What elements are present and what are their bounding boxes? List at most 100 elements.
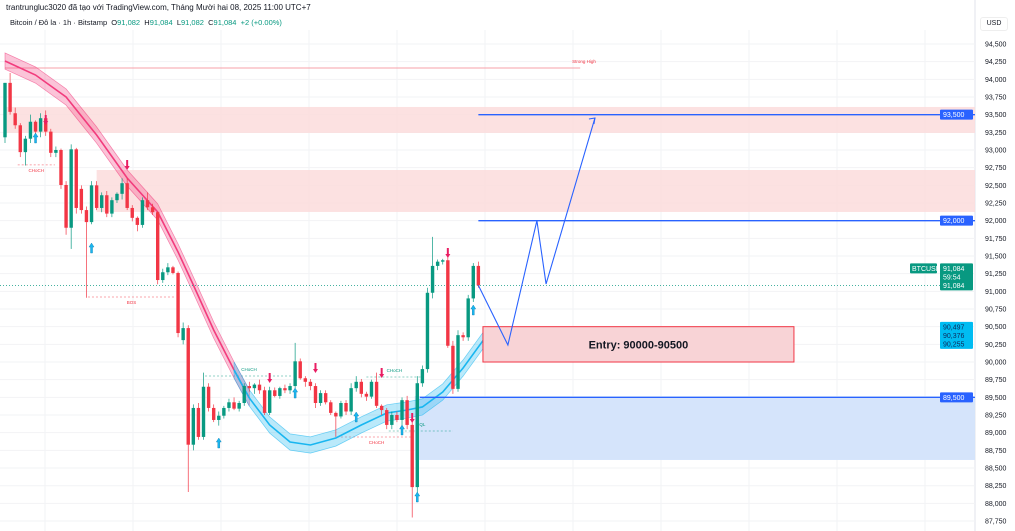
buy-arrow-icon xyxy=(399,424,405,436)
candle-body xyxy=(461,335,465,338)
candle-body xyxy=(318,393,323,404)
candle-body xyxy=(242,386,246,404)
buy-arrow-icon xyxy=(215,437,222,449)
candle-body xyxy=(451,345,455,389)
candle-body xyxy=(18,125,22,153)
candle-body xyxy=(79,188,84,211)
candle-body xyxy=(74,149,78,208)
candle-body xyxy=(110,200,114,214)
axis-tick-label: 89,000 xyxy=(985,430,1007,437)
candle-body xyxy=(64,184,68,228)
structure-label: CHoCH xyxy=(369,440,385,445)
axis-tick-label: 88,250 xyxy=(985,483,1007,490)
candle-body xyxy=(150,207,155,213)
candle-body xyxy=(364,393,369,397)
open-value: 91,082 xyxy=(117,18,141,27)
candle-body xyxy=(390,415,394,425)
level-price-badge-text: 92,000 xyxy=(943,218,965,225)
sell-arrow-icon xyxy=(267,372,273,383)
candle-body xyxy=(298,361,302,379)
buy-arrow-icon xyxy=(353,411,360,423)
axis-tick-label: 93,750 xyxy=(985,95,1007,102)
candle-body xyxy=(191,407,196,445)
demand-zone xyxy=(414,396,975,460)
candle-body xyxy=(23,138,28,153)
candle-body xyxy=(237,403,241,409)
candle-body xyxy=(267,390,272,413)
currency-button[interactable]: USD xyxy=(980,17,1008,31)
candle-body xyxy=(262,390,267,413)
candle-body xyxy=(186,328,190,445)
candle-body xyxy=(3,82,7,138)
candle-body xyxy=(339,403,343,417)
structure-label: BOS xyxy=(127,300,137,305)
candle-body xyxy=(379,405,384,411)
buy-arrow-icon xyxy=(292,387,298,399)
candle-body xyxy=(400,400,404,420)
axis-tick-label: 90,000 xyxy=(985,360,1007,367)
candle-body xyxy=(135,217,140,225)
candle-body xyxy=(206,386,211,408)
candle-body xyxy=(227,402,231,408)
candle-body xyxy=(354,381,358,389)
candle-body xyxy=(156,212,160,281)
level-price-badge xyxy=(940,215,973,226)
symbol-badge-text: BTCUSD xyxy=(912,266,941,273)
candle-body xyxy=(181,328,185,341)
candle-body xyxy=(385,410,389,425)
candle-body xyxy=(471,265,475,299)
projection-path xyxy=(477,117,596,347)
low-value: 91,082 xyxy=(180,18,204,27)
axis-tick-label: 89,250 xyxy=(985,413,1007,420)
candle-body xyxy=(115,193,119,201)
candle-body xyxy=(38,118,43,132)
candle-body xyxy=(283,388,287,391)
candle-body xyxy=(145,200,150,208)
buy-arrow-icon xyxy=(88,242,95,254)
candle-body xyxy=(120,183,124,194)
candle-body xyxy=(313,386,318,404)
axis-tick-label: 91,250 xyxy=(985,271,1007,278)
structure-label: CHoCH xyxy=(241,367,257,372)
axis-tick-label: 93,000 xyxy=(985,148,1007,155)
high-value: 91,084 xyxy=(149,18,173,27)
candle-body xyxy=(247,386,252,389)
band-value-text: 90,376 xyxy=(943,333,965,340)
axis-tick-label: 92,000 xyxy=(985,218,1007,225)
symbol-line: Bitcoin / Đô la · 1h · Bitstamp xyxy=(10,18,108,27)
candle-body xyxy=(405,400,409,425)
axis-tick-label: 89,750 xyxy=(985,377,1007,384)
candle-body xyxy=(288,386,292,391)
candle-body xyxy=(420,369,425,384)
candle-body xyxy=(201,386,206,437)
last-price-badge xyxy=(940,263,973,291)
candle-body xyxy=(303,378,308,382)
candle-body xyxy=(334,412,338,417)
candle-body xyxy=(196,407,201,437)
axis-tick-label: 89,500 xyxy=(985,395,1007,402)
candle-body xyxy=(125,183,129,208)
candle-body xyxy=(100,195,104,208)
candle-body xyxy=(329,402,333,413)
candle-body xyxy=(222,407,226,416)
candle-body xyxy=(476,265,481,286)
entry-zone-box xyxy=(482,326,795,363)
sell-arrow-icon xyxy=(379,367,385,378)
axis-tick-label: 93,250 xyxy=(985,130,1007,137)
candle-body xyxy=(49,131,53,153)
axis-tick-label: 88,750 xyxy=(985,448,1007,455)
candle-body xyxy=(359,381,363,394)
candle-body xyxy=(425,292,430,370)
candle-body xyxy=(33,121,38,132)
candle-body xyxy=(278,388,282,396)
axis-tick-label: 94,500 xyxy=(985,42,1007,49)
candle-body xyxy=(166,267,170,273)
change-value: +2 (+0.00%) xyxy=(240,18,282,27)
supply-zone xyxy=(5,106,975,133)
candle-body xyxy=(84,210,89,223)
level-price-badge-text: 93,500 xyxy=(943,112,965,119)
axis-tick-label: 90,500 xyxy=(985,324,1007,331)
candle-body xyxy=(410,424,414,488)
strong-high-label: Strong High xyxy=(572,59,596,64)
